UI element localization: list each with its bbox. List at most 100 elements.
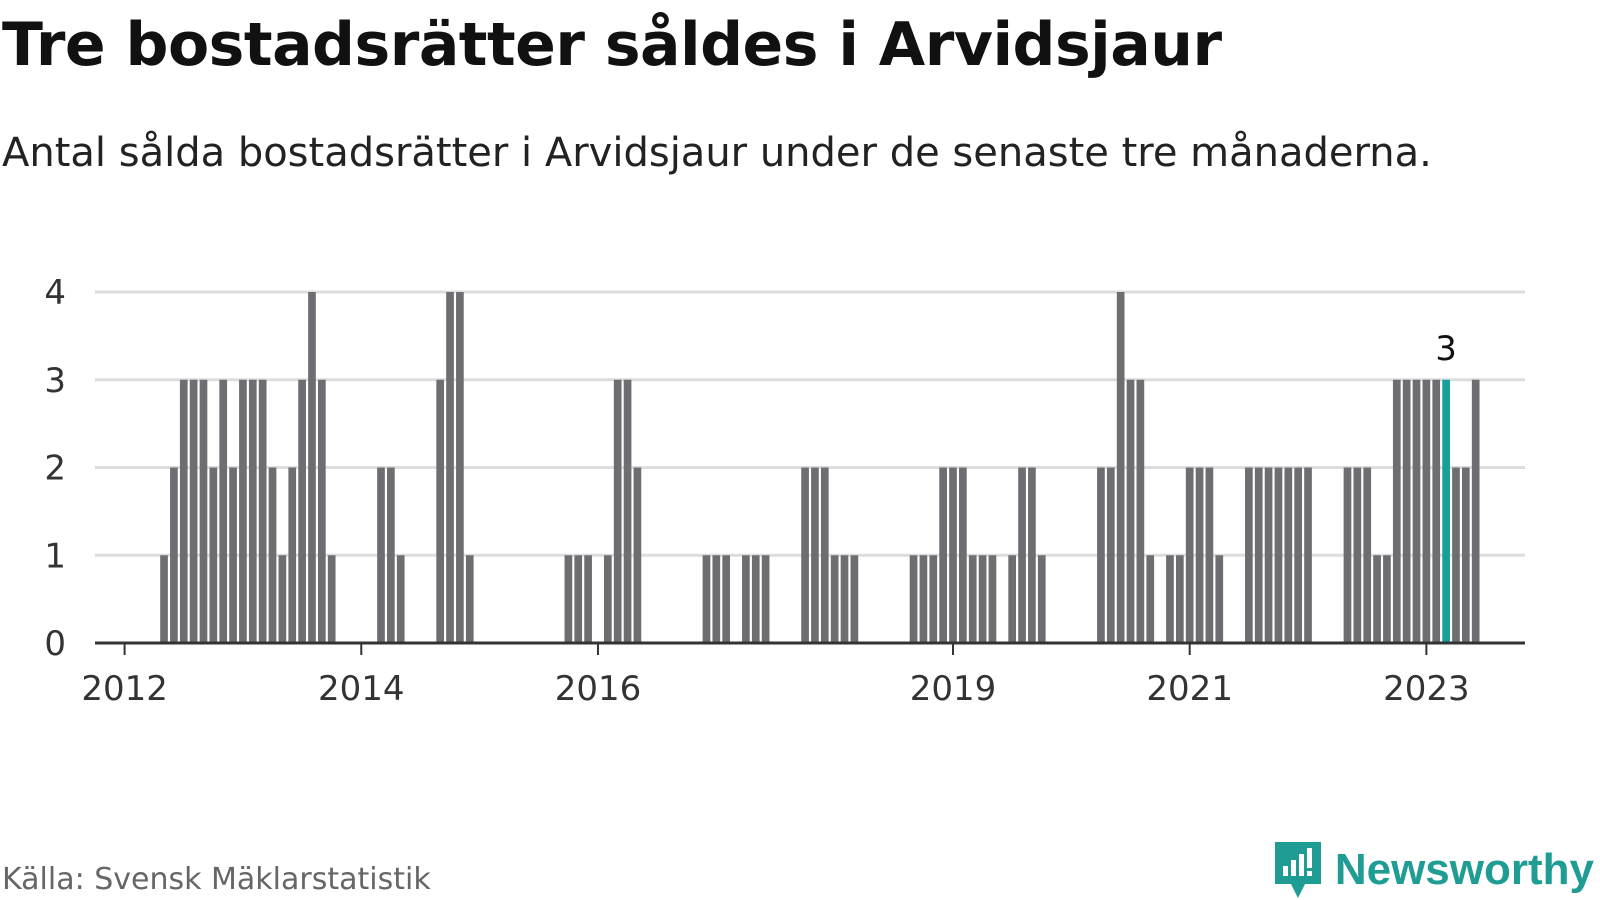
bar — [396, 555, 405, 643]
bar — [1422, 379, 1431, 643]
x-tick-label: 2019 — [910, 669, 997, 709]
x-tick-label: 2021 — [1146, 669, 1233, 709]
bar — [1215, 555, 1224, 643]
chart-subtitle: Antal sålda bostadsrätter i Arvidsjaur u… — [2, 130, 1432, 176]
bar — [1471, 379, 1480, 643]
bar — [1274, 467, 1283, 643]
bar — [1461, 467, 1470, 643]
newsworthy-logo-icon — [1274, 842, 1321, 898]
bar — [574, 555, 583, 643]
bar — [1146, 555, 1155, 643]
bar — [456, 292, 464, 643]
bar — [308, 292, 316, 643]
bar — [1106, 467, 1115, 643]
bar — [929, 555, 938, 643]
bar — [988, 555, 997, 643]
bar — [160, 555, 168, 643]
bar — [1284, 467, 1293, 643]
bar — [722, 555, 731, 643]
x-tick-label: 2023 — [1383, 669, 1470, 709]
bar — [1392, 379, 1401, 643]
bar — [436, 379, 445, 643]
bar — [939, 467, 947, 643]
bar — [1343, 467, 1352, 643]
x-tick-label: 2014 — [318, 669, 405, 709]
bar — [239, 379, 247, 643]
y-tick-label: 1 — [44, 536, 66, 576]
bar — [702, 555, 711, 643]
bar — [840, 555, 849, 643]
bar — [327, 555, 336, 643]
bar — [801, 467, 809, 643]
bar — [1254, 467, 1263, 643]
bar — [268, 467, 277, 643]
bar — [1205, 467, 1214, 643]
bar — [564, 555, 573, 643]
x-tick-label: 2012 — [81, 669, 168, 709]
bar — [1383, 555, 1391, 643]
bar — [170, 467, 178, 643]
bar — [1028, 467, 1036, 643]
bar — [909, 555, 918, 643]
bar — [830, 555, 839, 643]
bar — [584, 555, 592, 643]
bar — [712, 555, 721, 643]
bar — [199, 379, 208, 643]
bar — [446, 292, 454, 643]
brand-logo[interactable]: Newsworthy — [1271, 840, 1594, 900]
bar — [1166, 555, 1174, 643]
bar — [633, 467, 642, 643]
y-tick-label: 2 — [44, 449, 66, 489]
bar — [603, 555, 612, 643]
x-tick-label: 2016 — [555, 669, 642, 709]
bar — [377, 467, 385, 643]
bar — [179, 379, 188, 643]
bars — [160, 292, 1480, 643]
bar — [1175, 555, 1184, 643]
y-tick-label: 3 — [44, 361, 66, 401]
bar — [1452, 467, 1460, 643]
chart-title: Tre bostadsrätter såldes i Arvidsjaur — [2, 10, 1222, 80]
brand-name: Newsworthy — [1334, 845, 1594, 894]
bar — [613, 379, 622, 643]
bar — [219, 379, 228, 643]
labels: 0 1 2 3 4 2012 2014 2016 2019 2021 2023 3 — [44, 273, 1469, 709]
bar-highlight — [1442, 379, 1450, 643]
bar — [1402, 379, 1411, 643]
bar — [623, 379, 632, 643]
bar — [742, 555, 750, 643]
bar — [811, 467, 819, 643]
bar — [229, 467, 237, 643]
bar — [1294, 467, 1303, 643]
bar — [1245, 467, 1253, 643]
bar — [1008, 555, 1017, 643]
bar — [1037, 555, 1046, 643]
bar-chart: 0 1 2 3 4 2012 2014 2016 2019 2021 2023 3 — [44, 273, 1525, 709]
bar — [1264, 467, 1273, 643]
y-tick-label: 0 — [44, 624, 66, 664]
bar — [288, 467, 297, 643]
bar — [761, 555, 770, 643]
bar — [1353, 467, 1362, 643]
bar — [1185, 467, 1194, 643]
bar — [1116, 292, 1125, 643]
bar — [1195, 467, 1204, 643]
bar — [1432, 379, 1441, 643]
bar — [465, 555, 474, 643]
bar — [248, 379, 257, 643]
bar — [1126, 379, 1135, 643]
bar — [1304, 467, 1312, 643]
bar — [751, 555, 760, 643]
bar — [959, 467, 967, 643]
bar — [1097, 467, 1105, 643]
y-tick-label: 4 — [44, 273, 66, 313]
bar — [968, 555, 977, 643]
bar — [919, 555, 928, 643]
bar — [978, 555, 987, 643]
bar — [1363, 467, 1372, 643]
bar — [298, 379, 306, 643]
bar — [1373, 555, 1381, 643]
source-note: Källa: Svensk Mäklarstatistik — [2, 862, 431, 897]
bar — [189, 379, 198, 643]
bar — [1412, 379, 1421, 643]
